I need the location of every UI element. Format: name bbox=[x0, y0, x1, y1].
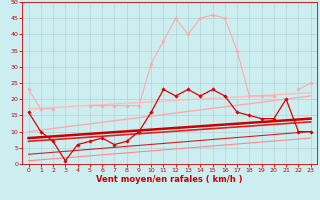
X-axis label: Vent moyen/en rafales ( km/h ): Vent moyen/en rafales ( km/h ) bbox=[96, 175, 243, 184]
